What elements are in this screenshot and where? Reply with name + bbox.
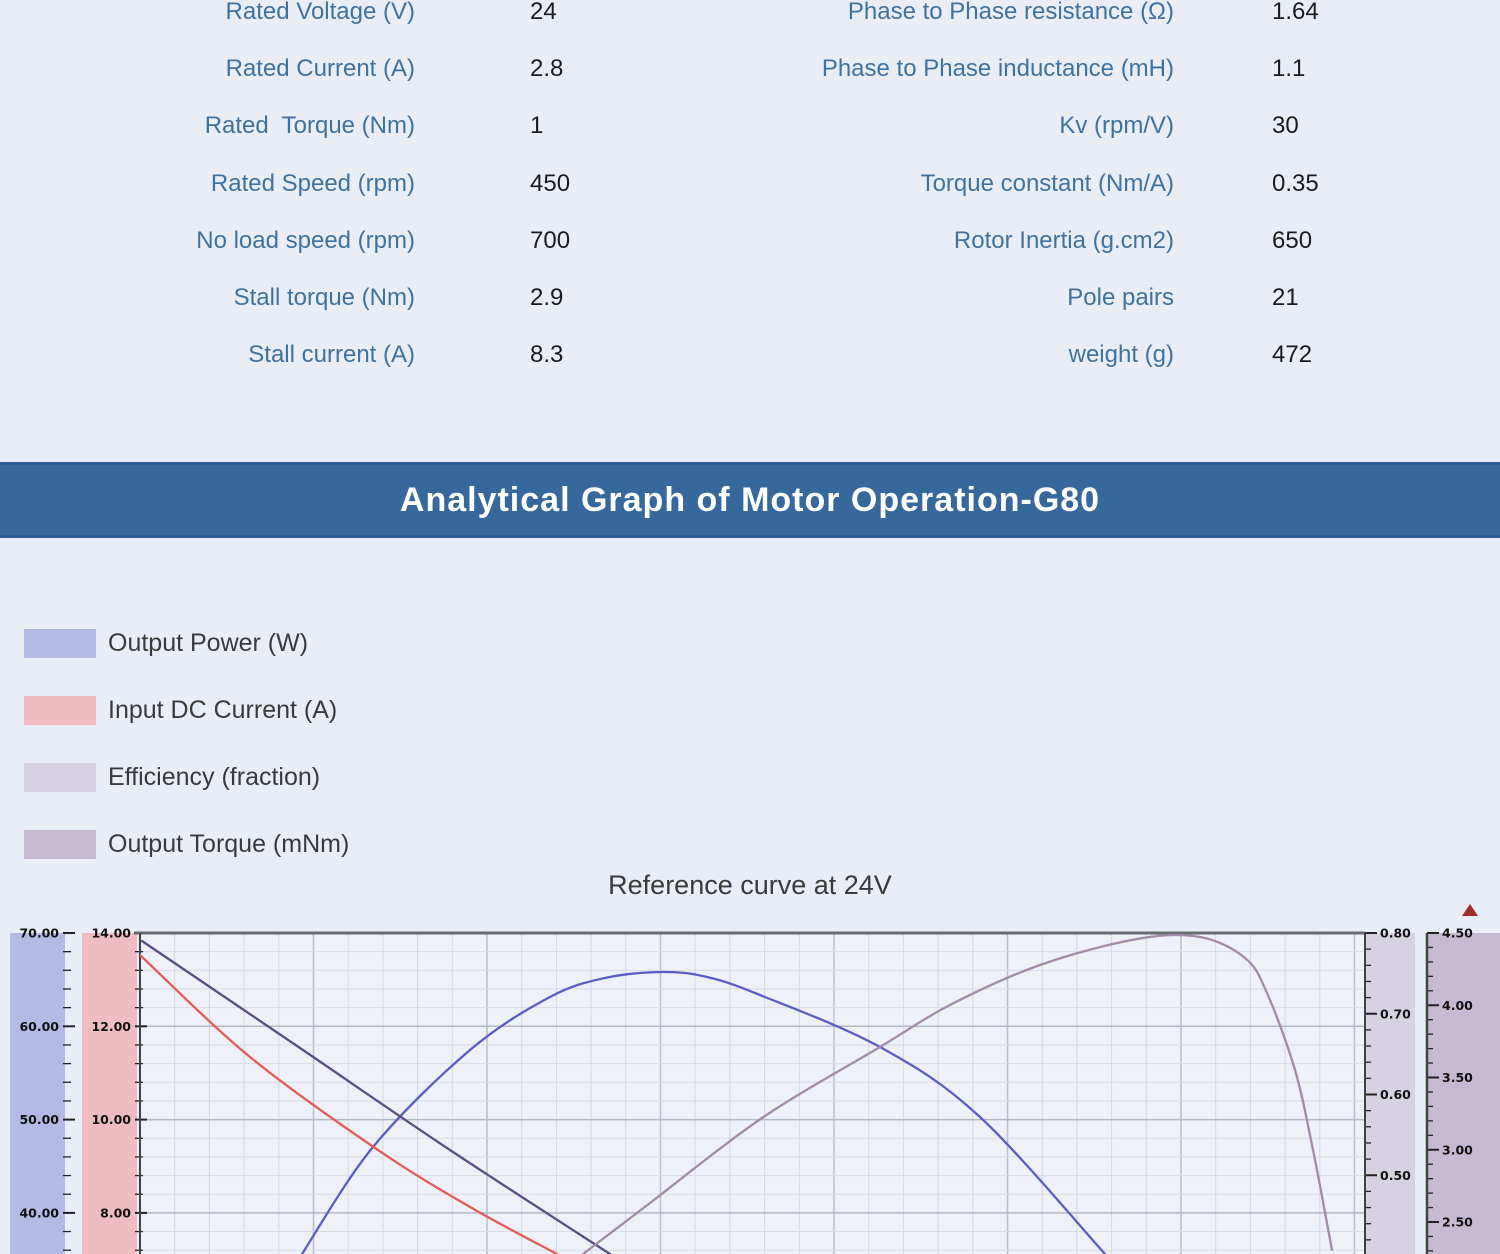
spec-row: Rated Current (A) 2.8 [0, 40, 750, 97]
spec-value: 450 [530, 169, 571, 197]
legend-swatch-icon [24, 628, 96, 658]
spec-value: 21 [1272, 284, 1299, 312]
curve-torque [140, 939, 612, 1254]
svg-text:70.00: 70.00 [19, 926, 59, 941]
spec-table-right: Phase to Phase resistance (Ω) 1.64 Phase t… [750, 0, 1500, 384]
curve-current [140, 953, 559, 1254]
spec-value: 24 [530, 0, 557, 25]
spec-value: 2.9 [530, 284, 564, 312]
svg-text:0.80: 0.80 [1380, 926, 1411, 941]
spec-row: weight (g) 472 [750, 327, 1500, 384]
spec-label: Stall torque (Nm) [233, 284, 415, 312]
grid [140, 933, 1365, 1254]
svg-text:12.00: 12.00 [91, 1019, 131, 1034]
svg-text:8.00: 8.00 [100, 1205, 131, 1220]
svg-text:40.00: 40.00 [19, 1205, 59, 1220]
spec-row: Kv (rpm/V) 30 [750, 98, 1500, 155]
legend-label: Efficiency (fraction) [108, 762, 321, 791]
spec-row: Phase to Phase inductance (mH) 1.1 [750, 40, 1500, 97]
spec-value: 8.3 [530, 341, 564, 369]
spec-label: Torque constant (Nm/A) [920, 169, 1174, 197]
legend-item: Input DC Current (A) [24, 677, 349, 744]
spec-label: Rated Speed (rpm) [210, 169, 415, 197]
legend-label: Input DC Current (A) [108, 695, 338, 724]
curves [140, 933, 1334, 1254]
y-axis-torque: 4.50 4.00 3.50 3.00 2.50 [1427, 926, 1473, 1252]
reference-curve-chart: 70.00 60.00 50.00 40.00 14.00 12.00 10.00 8.00 0… [10, 904, 1500, 1254]
spec-label: Rated Voltage (V) [225, 0, 415, 25]
spec-row: Stall torque (Nm) 2.9 [0, 269, 750, 326]
spec-row: Torque constant (Nm/A) 0.35 [750, 155, 1500, 212]
svg-text:3.50: 3.50 [1442, 1070, 1473, 1085]
peak-marker-triangle-icon [1462, 904, 1478, 916]
spec-row: No load speed (rpm) 700 [0, 212, 750, 269]
curve-efficiency [581, 933, 1334, 1254]
spec-label: Pole pairs [1067, 284, 1174, 312]
spec-value: 650 [1272, 226, 1313, 254]
spec-label: Phase to Phase resistance (Ω) [847, 0, 1174, 25]
spec-row: Pole pairs 21 [750, 269, 1500, 326]
spec-row: Rated Speed (rpm) 450 [0, 155, 750, 212]
svg-text:0.60: 0.60 [1380, 1087, 1411, 1102]
legend-item: Efficiency (fraction) [24, 744, 349, 811]
y-axis-power: 70.00 60.00 50.00 40.00 [19, 926, 75, 1251]
spec-row: Rotor Inertia (g.cm2) 650 [750, 212, 1500, 269]
spec-label: Stall current (A) [248, 341, 415, 369]
svg-text:0.70: 0.70 [1380, 1006, 1411, 1021]
chart-legend: Output Power (W) Input DC Current (A) Effi… [24, 610, 349, 878]
spec-table-left: Rated Voltage (V) 24 Rated Current (A) 2.8 R… [0, 0, 750, 384]
spec-label: Phase to Phase inductance (mH) [821, 54, 1174, 82]
spec-label: weight (g) [1068, 341, 1174, 369]
spec-value: 1 [530, 112, 544, 140]
spec-row: Stall current (A) 8.3 [0, 327, 750, 384]
spec-label: Rated Current (A) [225, 54, 415, 82]
spec-value: 1.64 [1272, 0, 1319, 25]
svg-text:4.00: 4.00 [1442, 998, 1473, 1013]
svg-text:2.50: 2.50 [1442, 1215, 1473, 1230]
svg-text:10.00: 10.00 [91, 1112, 131, 1127]
spec-value: 0.35 [1272, 169, 1319, 197]
legend-swatch-icon [24, 829, 96, 859]
legend-swatch-icon [24, 762, 96, 792]
legend-item: Output Torque (mNm) [24, 811, 349, 878]
y-axis-band-current [82, 933, 137, 1254]
spec-value: 472 [1272, 341, 1313, 369]
spec-value: 2.8 [530, 54, 564, 82]
legend-label: Output Power (W) [108, 628, 309, 657]
section-banner: Analytical Graph of Motor Operation-G80 [0, 462, 1500, 538]
spec-label: Kv (rpm/V) [1059, 112, 1174, 140]
spec-value: 1.1 [1272, 54, 1306, 82]
spec-row: Phase to Phase resistance (Ω) 1.64 [750, 0, 1500, 40]
curve-power [300, 970, 1107, 1254]
svg-text:4.50: 4.50 [1442, 926, 1473, 941]
svg-text:50.00: 50.00 [19, 1112, 59, 1127]
spec-label: No load speed (rpm) [196, 226, 415, 254]
svg-text:3.00: 3.00 [1442, 1142, 1473, 1157]
spec-row: Rated Voltage (V) 24 [0, 0, 750, 40]
legend-item: Output Power (W) [24, 610, 349, 677]
spec-label: Rated Torque (Nm) [204, 112, 415, 140]
legend-swatch-icon [24, 695, 96, 725]
spec-value: 30 [1272, 112, 1299, 140]
svg-text:14.00: 14.00 [91, 926, 131, 941]
plot-area [140, 933, 1365, 1254]
svg-text:0.50: 0.50 [1380, 1168, 1411, 1183]
spec-row: Rated Torque (Nm) 1 [0, 98, 750, 155]
y-axis-band-torque [1427, 933, 1500, 1254]
legend-label: Output Torque (mNm) [108, 829, 350, 858]
y-axis-band-power [10, 933, 65, 1254]
banner-title: Analytical Graph of Motor Operation-G80 [399, 480, 1101, 519]
svg-text:60.00: 60.00 [19, 1019, 59, 1034]
chart-title: Reference curve at 24V [608, 870, 892, 900]
spec-value: 700 [530, 226, 571, 254]
spec-label: Rotor Inertia (g.cm2) [953, 226, 1174, 254]
